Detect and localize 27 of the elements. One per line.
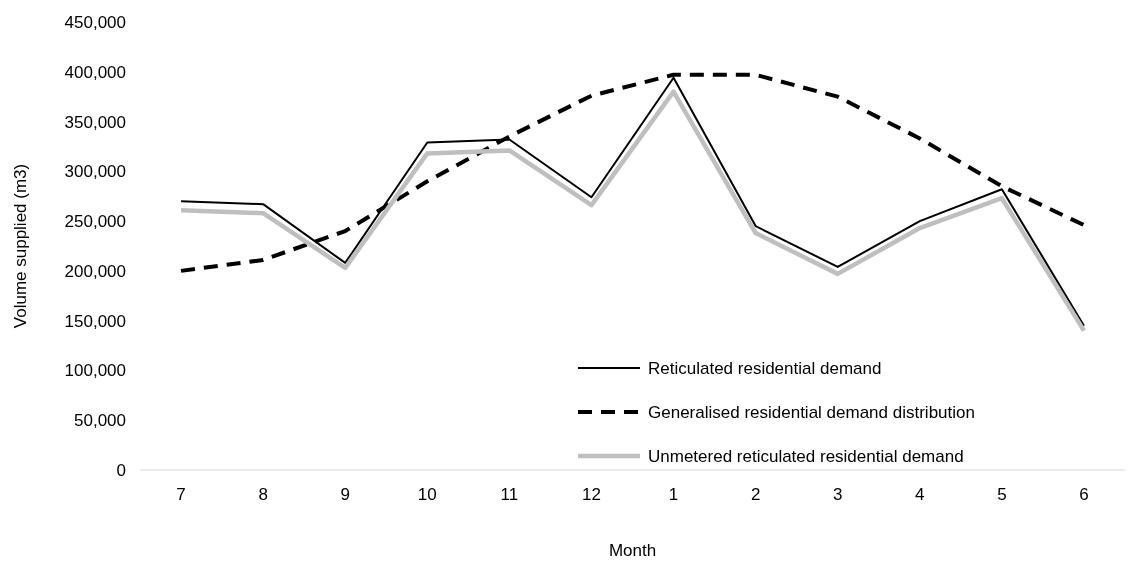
y-tick-label: 100,000 [64,361,126,381]
y-tick-label: 200,000 [64,261,126,281]
y-tick-label: 0 [116,460,126,480]
y-tick-label: 250,000 [64,212,126,232]
x-tick-label: 10 [417,485,437,504]
x-tick-label: 12 [582,485,601,504]
x-tick-label: 5 [997,485,1007,504]
x-tick-label: 3 [832,485,843,504]
x-tick-label: 8 [258,485,268,504]
x-tick-label: 2 [750,485,761,504]
x-tick-label: 4 [915,485,925,504]
x-tick-label: 11 [500,485,519,504]
x-tick-label: 9 [340,485,350,504]
x-tick-label: 1 [668,485,679,504]
y-tick-label: 400,000 [64,62,126,82]
y-tick-label: 50,000 [74,411,126,431]
x-axis-title: Month [608,541,657,560]
y-tick-label: 150,000 [64,311,126,331]
legend-label: Unmetered reticulated residential demand [648,446,964,466]
x-tick-label: 6 [1079,485,1089,504]
y-tick-label: 450,000 [64,12,126,32]
y-tick-label: 300,000 [64,162,126,182]
legend-label: Reticulated residential demand [648,358,882,378]
legend-label: Generalised residential demand distribution [648,402,975,422]
y-axis-title: Volume supplied (m3) [11,163,30,329]
x-tick-label: 7 [176,485,186,504]
y-tick-label: 350,000 [64,112,126,132]
